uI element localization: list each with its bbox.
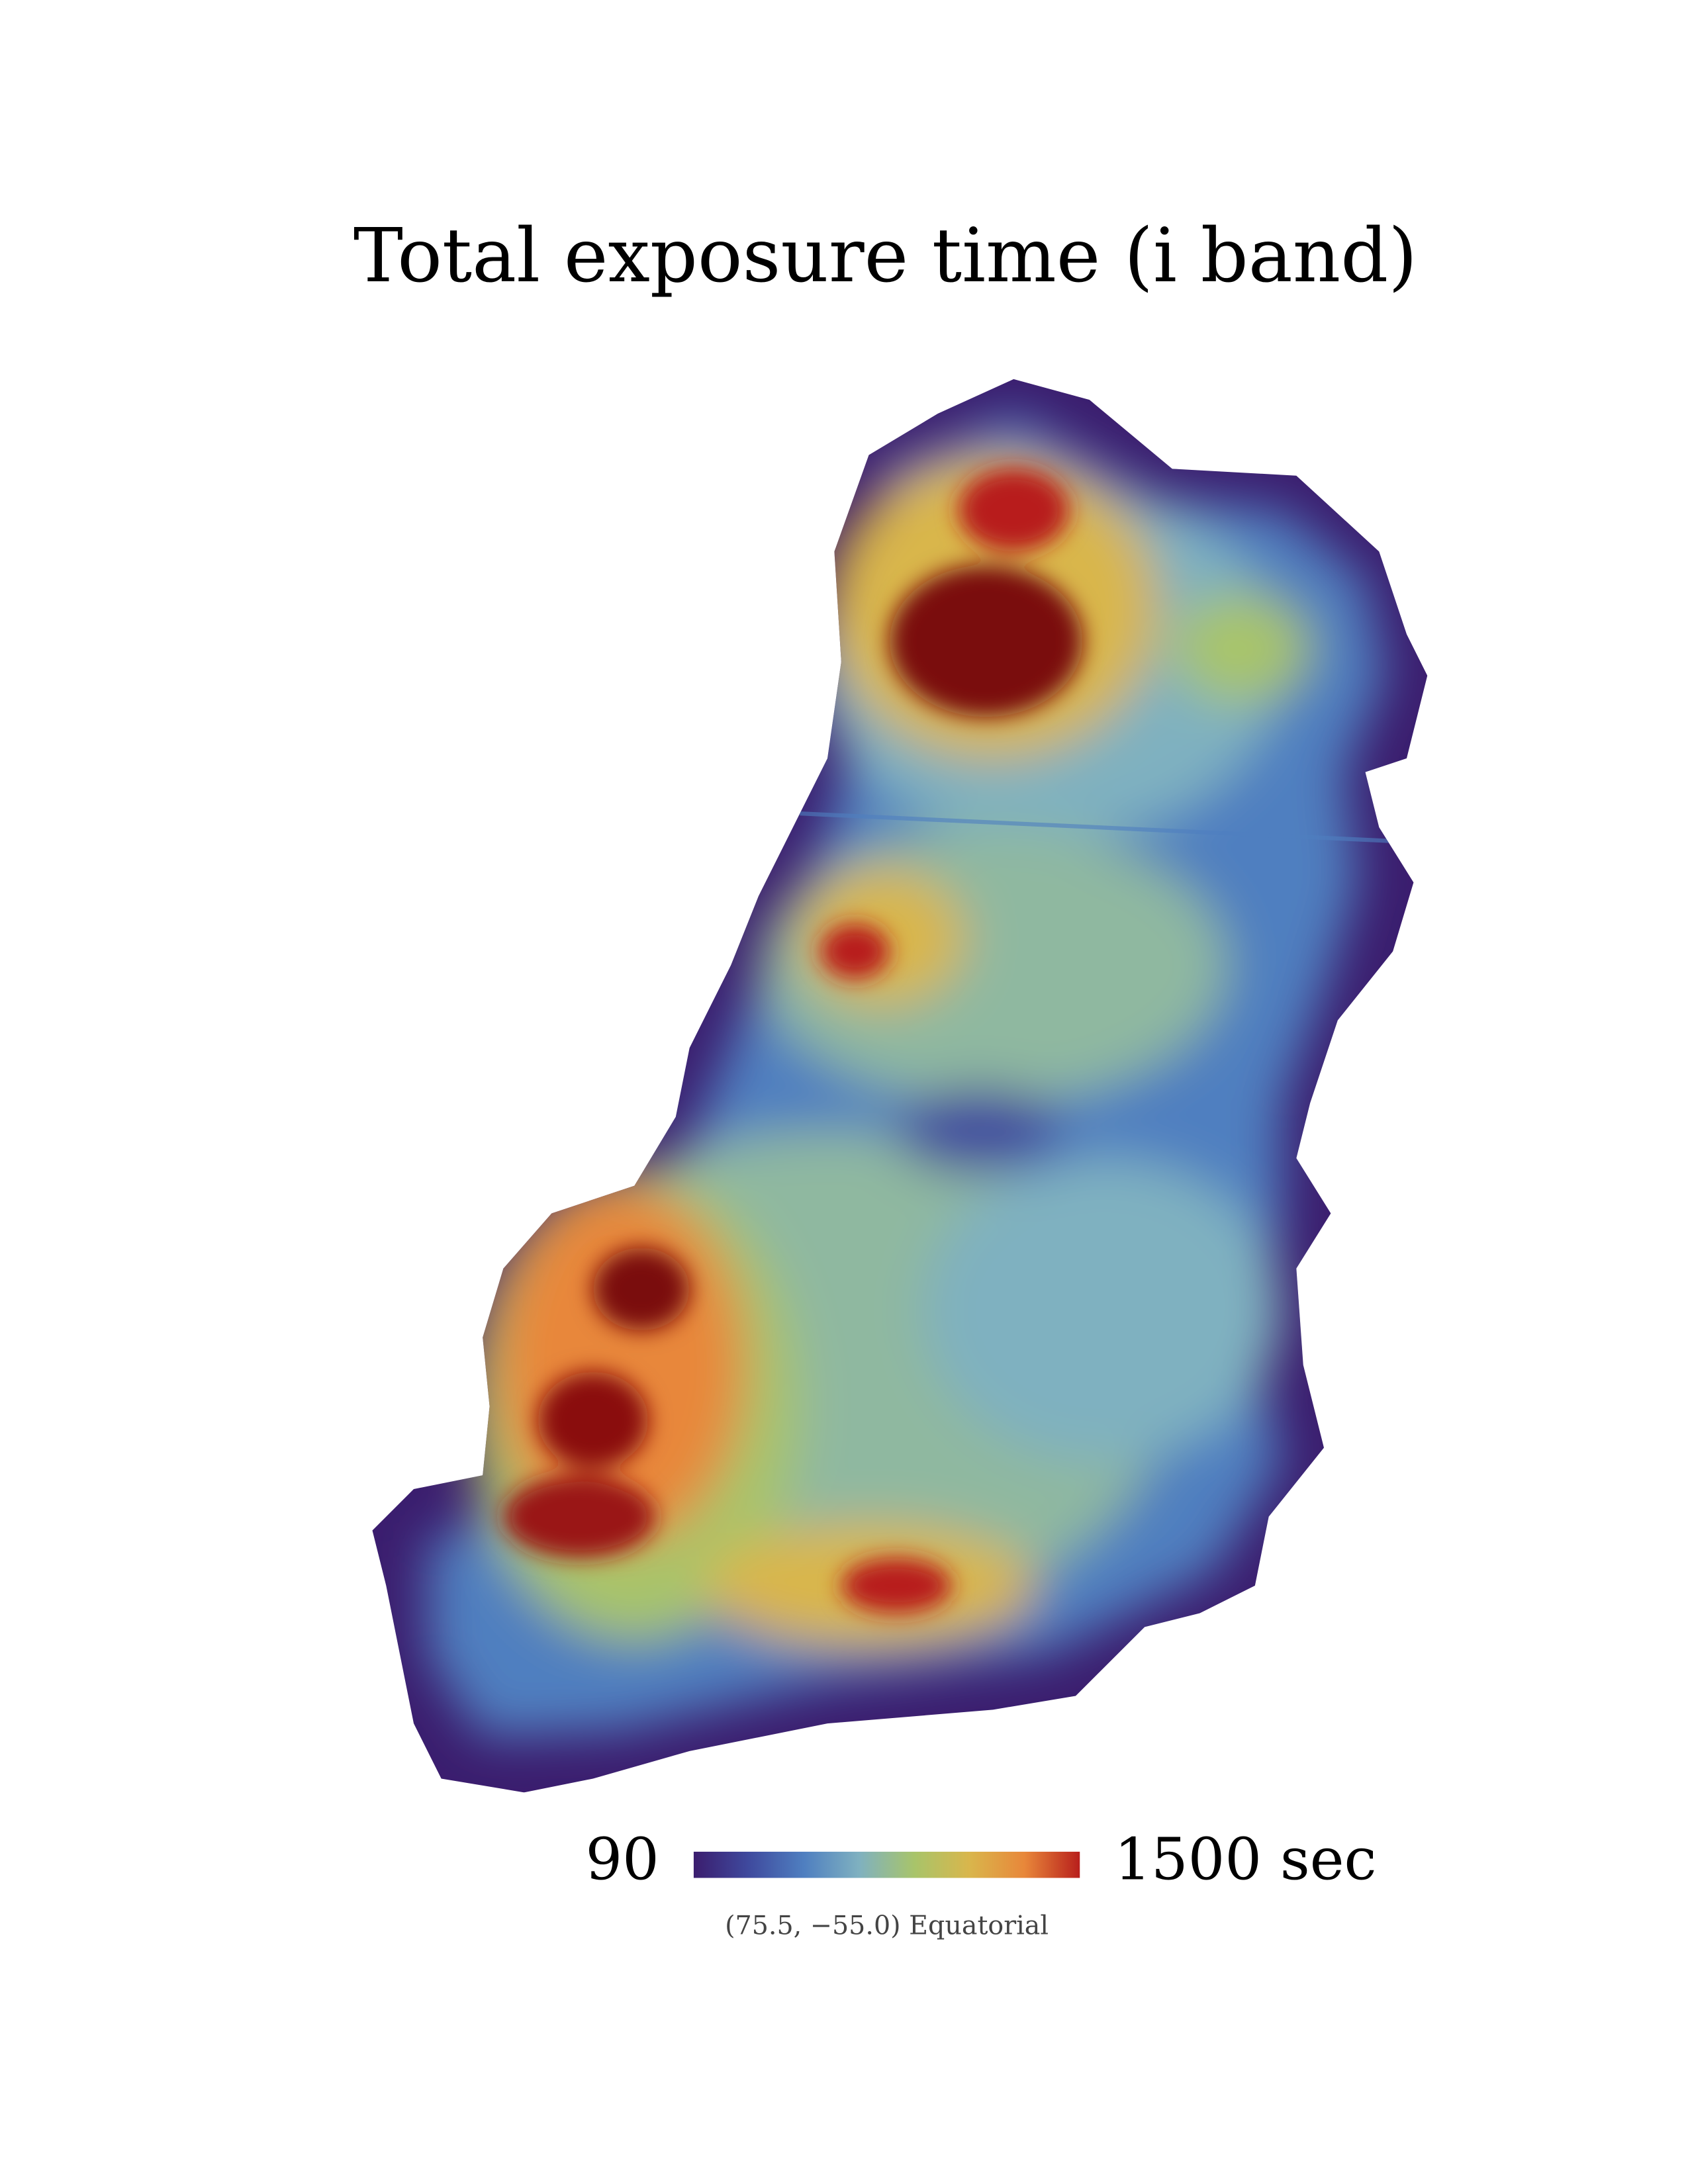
projection-note: (75.5, −55.0) Equatorial [725, 1911, 1049, 1941]
exposure-footprint [372, 379, 1428, 1793]
colorbar [693, 1851, 1080, 1878]
colorbar-max-label: 1500 sec [1114, 1825, 1376, 1893]
map-title: Total exposure time (i band) [353, 212, 1417, 299]
colorbar-min-label: 90 [585, 1825, 659, 1893]
